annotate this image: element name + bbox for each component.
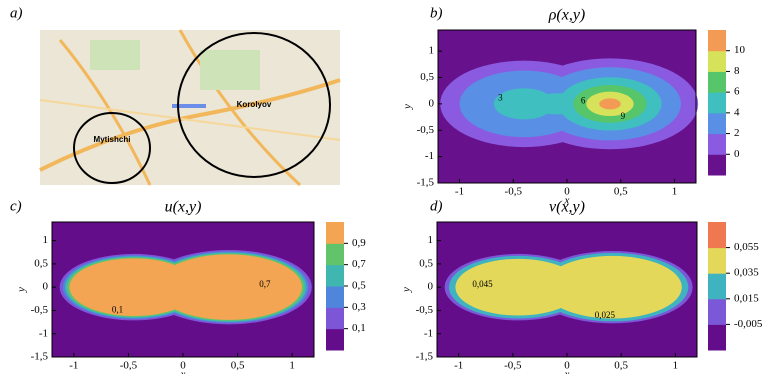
colorbar-band [708, 30, 726, 51]
panel-label: c) [10, 198, 22, 214]
y-tick-label: 0,5 [419, 257, 433, 269]
colorbar-band [708, 51, 726, 72]
x-tick-label: -1 [69, 360, 78, 372]
colorbar-band [708, 71, 726, 92]
colorbar-band [326, 222, 344, 244]
contour-label: 9 [621, 111, 626, 121]
y-tick-label: 0,5 [420, 71, 434, 83]
park [90, 40, 140, 70]
y-tick-label: 1 [429, 45, 435, 57]
y-tick-label: -1 [425, 150, 434, 162]
colorbar-band [708, 113, 726, 134]
y-tick-label: 0 [43, 281, 49, 293]
x-tick-label: 0,5 [614, 360, 628, 372]
colorbar-label: 0,7 [352, 258, 366, 270]
colorbar-band [708, 134, 726, 155]
panel-label: a) [10, 5, 23, 21]
x-tick-label: -1 [454, 360, 463, 372]
contour-label: 0,025 [595, 310, 616, 320]
x-axis-label: x [180, 369, 186, 374]
y-tick-label: 0 [429, 97, 435, 109]
colorbar-label: 0,5 [352, 280, 366, 292]
contour-region [599, 98, 621, 109]
x-tick-label: 0,5 [614, 186, 628, 198]
colorbar-label: 0,9 [352, 237, 366, 249]
colorbar-label: 10 [734, 44, 746, 56]
chart-title: u(x,y) [165, 199, 202, 216]
place-name: Mytishchi [94, 135, 131, 144]
panel-label: b) [430, 5, 443, 21]
colorbar-label: 8 [734, 65, 740, 77]
chart-title: ρ(x,y) [548, 7, 586, 24]
x-tick-label: -0,5 [505, 186, 523, 198]
y-axis-label: y [16, 287, 28, 293]
contour-label: 0,1 [112, 305, 123, 315]
x-tick-label: -1 [455, 186, 464, 198]
colorbar-band [326, 307, 344, 329]
colorbar-label: 4 [734, 106, 740, 118]
colorbar-label: 0,055 [734, 241, 759, 253]
x-axis-label: x [564, 369, 570, 374]
y-axis-label: y [401, 287, 413, 293]
chart-title: ν(x,y) [549, 199, 585, 216]
colorbar-band [326, 243, 344, 265]
colorbar-band [326, 265, 344, 287]
colorbar-band [326, 329, 344, 351]
map: Mytishchi Korolyov [40, 30, 340, 185]
colorbar-band [708, 324, 726, 350]
contour-label: 6 [581, 95, 586, 105]
y-axis-label: y [402, 104, 414, 110]
y-tick-label: -0,5 [31, 304, 49, 316]
x-tick-label: 1 [289, 360, 295, 372]
y-tick-label: -1,5 [31, 351, 49, 363]
y-tick-label: -1 [39, 327, 48, 339]
park [200, 50, 260, 90]
colorbar-band [708, 299, 726, 325]
colorbar-label: 0,3 [352, 301, 366, 313]
contour-region [128, 267, 237, 307]
place-name: Korolyov [237, 100, 272, 109]
figure: a) Mytishchi Korolyov b) ρ(x,y) 3 6 9 -1 -0,5 0… [0, 0, 769, 374]
y-tick-label: -1 [424, 327, 433, 339]
y-tick-label: -0,5 [417, 124, 435, 136]
y-tick-label: 0,5 [34, 257, 48, 269]
y-tick-label: 1 [428, 234, 434, 246]
x-tick-label: -0,5 [504, 360, 522, 372]
y-tick-label: -0,5 [416, 304, 434, 316]
contour-region [513, 268, 621, 307]
x-tick-label: 0,5 [231, 360, 245, 372]
colorbar-label: 0,035 [734, 267, 759, 279]
y-tick-label: 1 [43, 234, 49, 246]
colorbar-label: 0,015 [734, 292, 759, 304]
colorbar-label: 0 [734, 148, 740, 160]
panel-label: d) [430, 198, 443, 214]
colorbar-band [708, 222, 726, 248]
x-tick-label: 1 [673, 360, 679, 372]
colorbar-label: 2 [734, 127, 740, 139]
contour-label: 0,045 [472, 279, 493, 289]
colorbar-band [326, 286, 344, 308]
colorbar-label: -0,005 [734, 318, 763, 330]
colorbar-band [708, 248, 726, 274]
contour-label: 3 [498, 93, 503, 103]
x-tick-label: -0,5 [120, 360, 138, 372]
y-tick-label: 0 [428, 281, 434, 293]
colorbar-label: 6 [734, 86, 740, 98]
colorbar-band [708, 154, 726, 175]
colorbar-label: 0,1 [352, 322, 366, 334]
y-tick-label: -1,5 [416, 351, 434, 363]
colorbar-band [708, 273, 726, 299]
contour-label: 0,7 [259, 279, 271, 289]
x-tick-label: 1 [672, 186, 678, 198]
colorbar-band [708, 92, 726, 113]
y-tick-label: -1,5 [417, 177, 435, 189]
